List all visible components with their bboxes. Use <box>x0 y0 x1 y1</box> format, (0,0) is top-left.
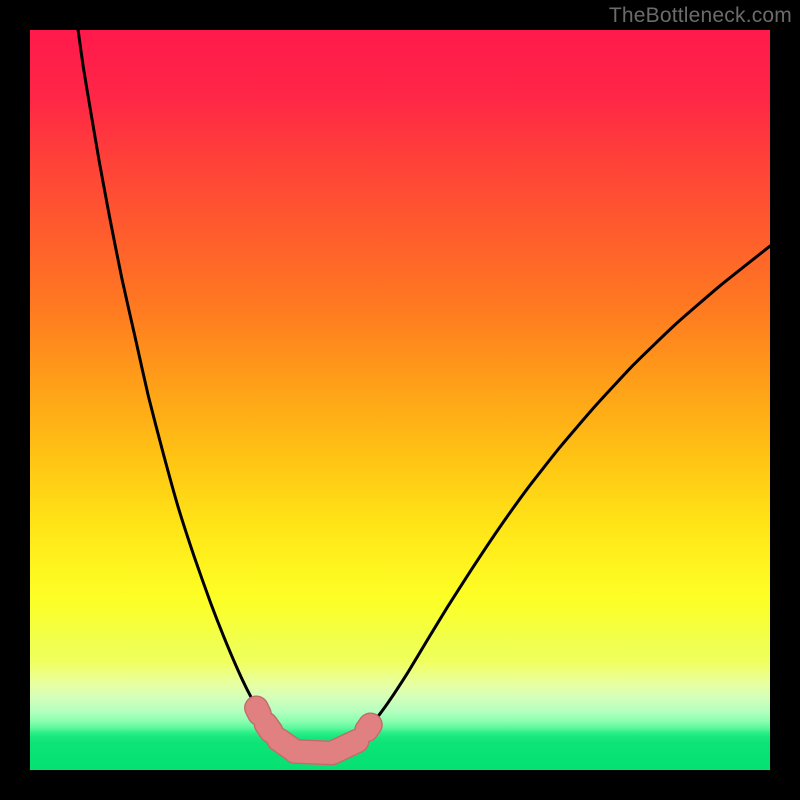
chart-container: TheBottleneck.com <box>0 0 800 800</box>
marker-capsule <box>333 741 357 752</box>
bottleneck-v-curve-chart <box>0 0 800 800</box>
chart-background-gradient <box>30 30 770 770</box>
marker-capsule <box>367 725 371 730</box>
marker-capsule <box>266 724 271 731</box>
marker-capsule <box>256 708 259 714</box>
